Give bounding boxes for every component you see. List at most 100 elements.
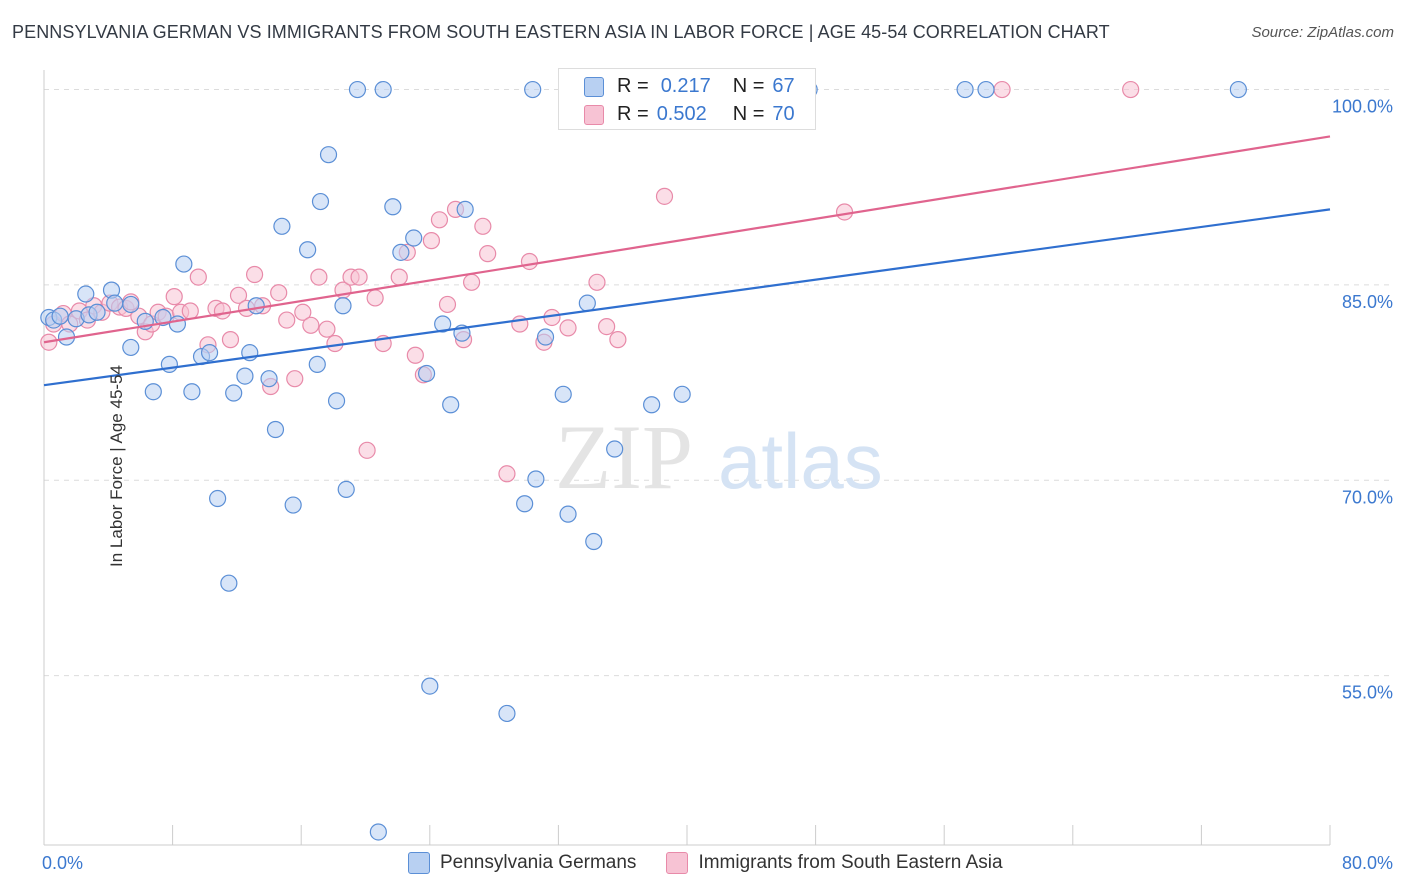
point-immigrants-se-asia [270,284,288,302]
point-pennsylvania-germans [456,200,474,218]
point-pennsylvania-germans [369,823,387,841]
point-pennsylvania-germans [175,255,193,273]
point-immigrants-se-asia [390,268,408,286]
point-immigrants-se-asia [286,370,304,388]
legend-label: Immigrants from South Eastern Asia [698,852,1003,873]
point-immigrants-se-asia [221,331,240,349]
x-tick-label: 0.0% [42,853,83,873]
stats-row-pink: R = 0.502 N = 70 [584,103,795,126]
point-immigrants-se-asia [559,319,577,337]
point-pennsylvania-germans [266,420,285,439]
point-immigrants-se-asia [609,331,627,349]
point-pennsylvania-germans [977,80,995,99]
point-pennsylvania-germans [348,80,367,99]
point-pennsylvania-germans [284,496,302,514]
point-pennsylvania-germans [392,243,410,261]
point-pennsylvania-germans [327,392,346,410]
axes [43,70,1331,846]
r-value: 0.502 [656,103,707,125]
watermark-atlas: atlas [718,417,883,505]
legend-label: Pennsylvania Germans [440,852,637,873]
point-pennsylvania-germans [643,396,661,414]
point-immigrants-se-asia [213,302,232,320]
point-immigrants-se-asia [462,273,481,291]
point-pennsylvania-germans [334,297,352,315]
n-value: 67 [772,75,795,97]
point-pennsylvania-germans [374,80,392,99]
n-label: N = [732,103,765,125]
point-immigrants-se-asia [278,311,296,329]
point-pennsylvania-germans [527,470,545,488]
point-immigrants-se-asia [655,187,674,205]
point-pennsylvania-germans [442,396,460,414]
point-pennsylvania-germans [956,80,974,99]
point-immigrants-se-asia [430,211,449,229]
point-immigrants-se-asia [350,268,368,286]
point-pennsylvania-germans [524,80,542,99]
point-pennsylvania-germans [311,192,330,211]
legend-swatch-pink [584,104,604,125]
point-pennsylvania-germans [585,532,603,551]
point-pennsylvania-germans [209,489,227,508]
point-immigrants-se-asia [310,268,328,286]
point-immigrants-se-asia [588,273,606,291]
point-immigrants-se-asia [406,346,424,364]
point-pennsylvania-germans [421,677,439,695]
tick-labels: 55.0% 70.0% 85.0% 100.0% 0.0% 80.0% [42,97,1393,873]
point-immigrants-se-asia [245,265,264,284]
y-tick-label: 55.0% [1342,683,1393,703]
point-immigrants-se-asia [835,203,854,221]
point-immigrants-se-asia [520,252,539,271]
point-pennsylvania-germans [434,315,452,333]
point-pennsylvania-germans [405,229,423,247]
legend-swatch-pink [666,852,689,874]
point-pennsylvania-germans [225,384,243,402]
x-tick-label: 80.0% [1342,853,1393,873]
point-pennsylvania-germans [260,370,278,388]
point-immigrants-se-asia [189,268,207,286]
point-immigrants-se-asia [302,316,320,334]
point-pennsylvania-germans [559,505,577,523]
point-pennsylvania-germans [308,355,326,373]
legend-item-pennsylvania-germans[interactable]: Pennsylvania Germans [408,852,636,874]
point-immigrants-se-asia [1122,80,1140,99]
point-immigrants-se-asia [181,302,199,320]
point-pennsylvania-germans [183,383,201,401]
point-immigrants-se-asia [326,334,344,353]
point-immigrants-se-asia [598,317,616,336]
point-pennsylvania-germans [51,307,69,325]
stats-row-blue: R = 0.217 N = 67 [584,75,795,98]
trend-lines [43,135,1331,387]
point-immigrants-se-asia [366,289,384,307]
stats-legend: R = 0.217 N = 67 R = 0.502 N = 70 [558,68,816,130]
point-immigrants-se-asia [474,217,492,235]
point-pennsylvania-germans [319,146,338,164]
legend-swatch-blue [584,76,604,97]
y-axis-label: In Labor Force | Age 45-54 [106,365,126,567]
point-immigrants-se-asia [358,441,376,459]
point-immigrants-se-asia [498,465,516,483]
y-tick-label: 85.0% [1342,292,1393,312]
point-pennsylvania-germans [77,285,95,303]
point-pennsylvania-germans [498,704,516,723]
point-pennsylvania-germans [144,383,162,401]
point-pennsylvania-germans [168,315,187,333]
point-pennsylvania-germans [673,385,691,403]
point-immigrants-se-asia [438,295,457,314]
point-pennsylvania-germans [299,241,317,259]
trend-line-blue [43,208,1331,387]
n-label: N = [732,75,765,97]
trend-line-pink [43,135,1331,344]
point-pennsylvania-germans [106,294,124,312]
point-immigrants-se-asia [294,303,312,321]
point-pennsylvania-germans [220,574,238,592]
point-pennsylvania-germans [160,355,178,373]
r-value: 0.217 [660,75,711,97]
point-pennsylvania-germans [606,440,624,458]
point-pennsylvania-germans [516,495,534,513]
point-pennsylvania-germans [384,198,402,216]
point-immigrants-se-asia [479,245,497,263]
point-pennsylvania-germans [337,480,355,499]
legend-item-immigrants-se-asia[interactable]: Immigrants from South Eastern Asia [666,852,1003,874]
r-label: R = [617,75,649,97]
